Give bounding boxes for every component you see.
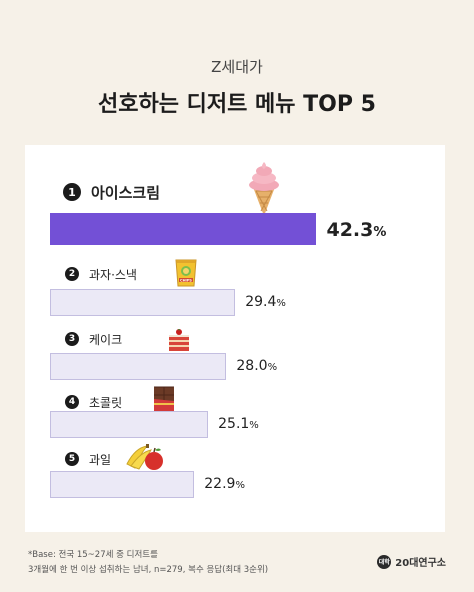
ice-cream-icon: [249, 162, 279, 216]
footnote-base: *Base: 전국 15~27세 중 디저트를: [28, 550, 158, 560]
bar-1: [50, 213, 317, 245]
rank-badge-5: 5: [65, 452, 79, 466]
rank-badge-2: 2: [65, 267, 79, 281]
rank-badge-3: 3: [65, 332, 79, 346]
value-label-5: 22.9%: [204, 476, 245, 492]
bar-4: [50, 411, 209, 438]
brand-name: 20대연구소: [395, 558, 446, 569]
category-label-3: 케이크: [89, 333, 123, 347]
brand-badge-icon: 대학: [377, 554, 392, 569]
category-label-1: 아이스크림: [91, 184, 161, 202]
chocolate-icon: [154, 386, 174, 411]
bar-3: [50, 353, 227, 380]
svg-text:CHIPS: CHIPS: [180, 279, 192, 283]
bar-5: [50, 471, 195, 498]
rank-badge-4: 4: [65, 395, 79, 409]
category-label-5: 과일: [89, 453, 112, 467]
value-label-3: 28.0%: [236, 358, 278, 374]
footnote-sample: 3개월에 한 번 이상 섭취하는 남녀, n=279, 복수 응답(최대 3순위…: [28, 565, 269, 575]
category-label-4: 초콜릿: [89, 396, 123, 410]
page-title: 선호하는 디저트 메뉴 TOP 5: [98, 92, 376, 117]
chart-card: 1 아이스크림 42.3% 2 과자·스낵 CHIPS 29.4% 3 케이크 …: [25, 145, 445, 532]
brand-logo: 대학 20대연구소: [377, 554, 446, 569]
value-label-1: 42.3%: [326, 219, 387, 241]
value-label-4: 25.1%: [218, 416, 259, 432]
rank-badge-1: 1: [63, 183, 81, 201]
value-label-2: 29.4%: [245, 294, 286, 310]
fruit-icon: [126, 444, 163, 470]
chips-icon: CHIPS: [175, 259, 197, 287]
page-subtitle: Z세대가: [211, 58, 263, 76]
cake-icon: [169, 329, 189, 351]
bar-2: [50, 289, 236, 316]
category-label-2: 과자·스낵: [89, 268, 137, 282]
